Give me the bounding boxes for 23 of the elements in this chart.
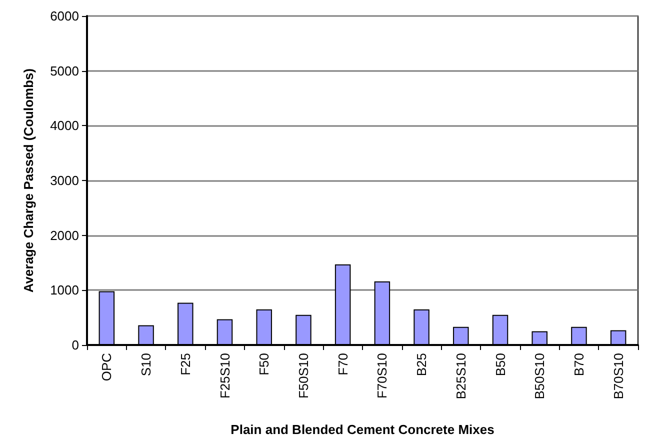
x-tick-label: F25: [178, 353, 193, 376]
x-tick-label: F25S10: [217, 353, 232, 399]
x-tick-label: F70S10: [374, 353, 390, 399]
y-tick-label: 2000: [50, 228, 79, 243]
x-axis-title: Plain and Blended Cement Concrete Mixes: [230, 422, 494, 437]
x-tick-label: F50S10: [296, 353, 311, 399]
x-tick-label: B50: [492, 353, 508, 376]
y-tick-label: 5000: [50, 63, 79, 78]
y-tick-label: 0: [72, 338, 79, 352]
y-tick-label: 6000: [50, 8, 79, 24]
y-axis-title: Average Charge Passed (Coulombs): [21, 68, 36, 293]
x-tick-label: F70: [335, 353, 350, 376]
x-tick-label: OPC: [99, 353, 114, 382]
x-tick-label: F50: [256, 353, 272, 376]
x-tick-label: B70S10: [610, 353, 626, 400]
x-tick-label: B25: [414, 353, 430, 376]
y-tick-label: 4000: [50, 118, 79, 134]
x-tick-label: B70: [571, 353, 586, 376]
y-tick-label: 1000: [50, 282, 79, 298]
x-tick-label: B25S10: [453, 353, 468, 400]
y-tick-label: 3000: [50, 173, 79, 188]
x-tick-label: B50S10: [532, 353, 548, 400]
x-tick-label: S10: [138, 353, 154, 376]
